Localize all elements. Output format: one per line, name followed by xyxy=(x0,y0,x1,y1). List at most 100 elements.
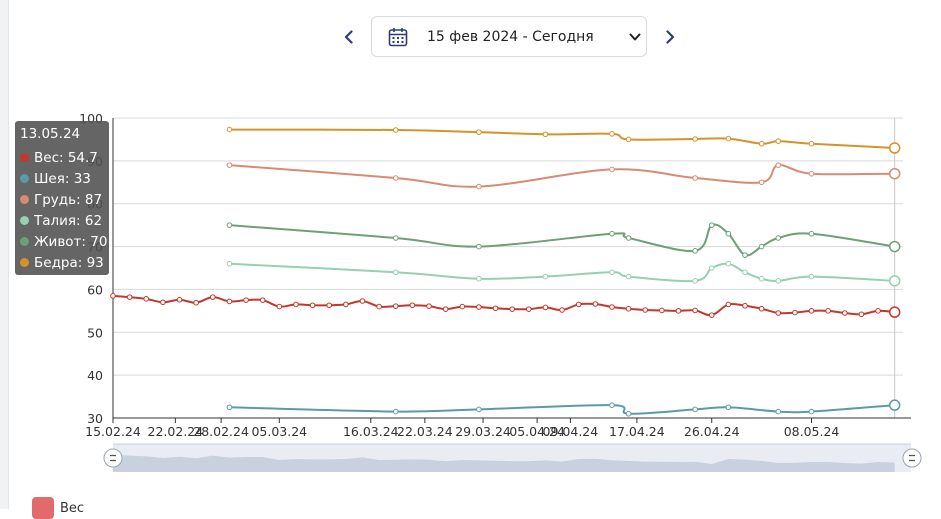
series-Вес xyxy=(110,293,901,318)
chart-grid xyxy=(113,117,903,419)
series-point xyxy=(126,294,133,300)
tooltip-dot xyxy=(20,216,29,225)
series-point xyxy=(392,269,399,276)
series-point xyxy=(609,166,615,173)
series-Живот xyxy=(226,222,901,258)
series-point xyxy=(758,305,765,312)
series-point xyxy=(725,260,732,267)
series-point xyxy=(509,306,515,312)
navigator-right-handle[interactable] xyxy=(902,448,922,468)
series-point xyxy=(575,301,582,308)
x-tick-label: 22.03.24 xyxy=(397,424,453,439)
series-point xyxy=(675,308,682,314)
tooltip-row-weight: Вес: 54.7 xyxy=(20,147,109,168)
series-point xyxy=(692,278,698,284)
series-point xyxy=(775,162,782,168)
series-point xyxy=(758,140,765,147)
series-point xyxy=(742,269,748,276)
series-point xyxy=(692,406,698,413)
tooltip-row-label: Талия: 62 xyxy=(34,212,103,229)
tooltip-row-belly: Живот: 70 xyxy=(20,231,109,252)
navigator-left-handle[interactable] xyxy=(103,448,123,468)
series-point xyxy=(392,127,399,133)
tooltip-dot xyxy=(20,258,29,267)
series-point xyxy=(309,302,316,309)
legend-checkbox[interactable] xyxy=(32,497,54,519)
series-point xyxy=(476,183,482,190)
x-tick-label: 17.04.24 xyxy=(609,424,665,439)
series-point xyxy=(459,303,466,310)
chart-series xyxy=(110,126,901,417)
y-tick-label: 60 xyxy=(87,282,103,297)
series-point xyxy=(609,304,615,310)
series-point xyxy=(775,138,782,144)
legend-item-weight[interactable]: Вес xyxy=(32,497,84,519)
series-Шея xyxy=(226,399,901,417)
series-point xyxy=(758,179,765,186)
tooltip-row-hips: Бедра: 93 xyxy=(20,252,109,273)
series-point xyxy=(259,297,266,303)
tooltip-dot xyxy=(20,174,29,183)
series-point xyxy=(808,408,815,415)
series-point xyxy=(209,294,216,300)
series-point xyxy=(343,301,349,308)
series-point xyxy=(742,302,748,309)
series-point xyxy=(476,406,482,413)
series-point xyxy=(875,308,881,314)
series-point xyxy=(226,404,233,411)
tooltip-row-waist: Талия: 62 xyxy=(20,210,109,231)
handle-knob xyxy=(103,448,123,468)
series-point xyxy=(326,302,333,309)
tooltip-date: 13.05.24 xyxy=(20,126,81,142)
series-point xyxy=(808,273,815,280)
tooltip-row-neck: Шея: 33 xyxy=(20,168,109,189)
series-point xyxy=(841,310,848,316)
series-point xyxy=(692,136,698,142)
series-point xyxy=(193,299,199,306)
x-tick-label: 09.04.24 xyxy=(543,424,599,439)
tooltip-row-label: Живот: 70 xyxy=(34,233,108,250)
series-point xyxy=(226,126,233,133)
x-tick-label: 29.03.24 xyxy=(455,424,511,439)
series-point xyxy=(476,243,482,250)
series-point xyxy=(858,311,865,318)
series-point xyxy=(476,129,482,135)
series-point xyxy=(476,304,482,310)
x-tick-label: 16.03.24 xyxy=(343,424,399,439)
series-point xyxy=(708,222,715,228)
series-point xyxy=(276,303,283,310)
series-point xyxy=(392,408,399,415)
date-range-select[interactable]: 15 фев 2024 - Сегодня xyxy=(371,16,647,57)
series-point xyxy=(659,307,665,314)
series-hover-point xyxy=(888,167,901,180)
series-point xyxy=(392,235,399,241)
series-point xyxy=(625,235,632,241)
series-point xyxy=(426,303,432,309)
series-point xyxy=(775,310,782,316)
x-tick-label: 05.04.24 xyxy=(509,424,565,439)
calendar-icon xyxy=(388,28,408,47)
series-point xyxy=(808,140,815,147)
series-point xyxy=(692,248,698,254)
y-tick-label: 50 xyxy=(87,325,103,340)
series-point xyxy=(609,230,615,237)
series-line xyxy=(229,404,895,415)
series-hover-point xyxy=(888,275,901,287)
series-point xyxy=(692,175,698,181)
series-point xyxy=(742,252,748,258)
y-tick-label: 40 xyxy=(87,368,103,383)
prev-period-button[interactable] xyxy=(338,26,360,48)
x-tick-label: 28.02.24 xyxy=(193,424,249,439)
x-tick-label: 05.03.24 xyxy=(251,424,307,439)
series-point xyxy=(758,275,765,282)
tooltip-dot xyxy=(20,153,29,162)
series-point xyxy=(625,273,632,280)
series-hover-point xyxy=(888,306,901,318)
series-point xyxy=(409,302,416,309)
next-period-button[interactable] xyxy=(659,26,681,48)
series-point xyxy=(376,303,382,310)
series-point xyxy=(609,269,615,276)
chart-tooltip: 13.05.24 Вес: 54.7 Шея: 33 Грудь: 87 Тал… xyxy=(15,121,109,275)
